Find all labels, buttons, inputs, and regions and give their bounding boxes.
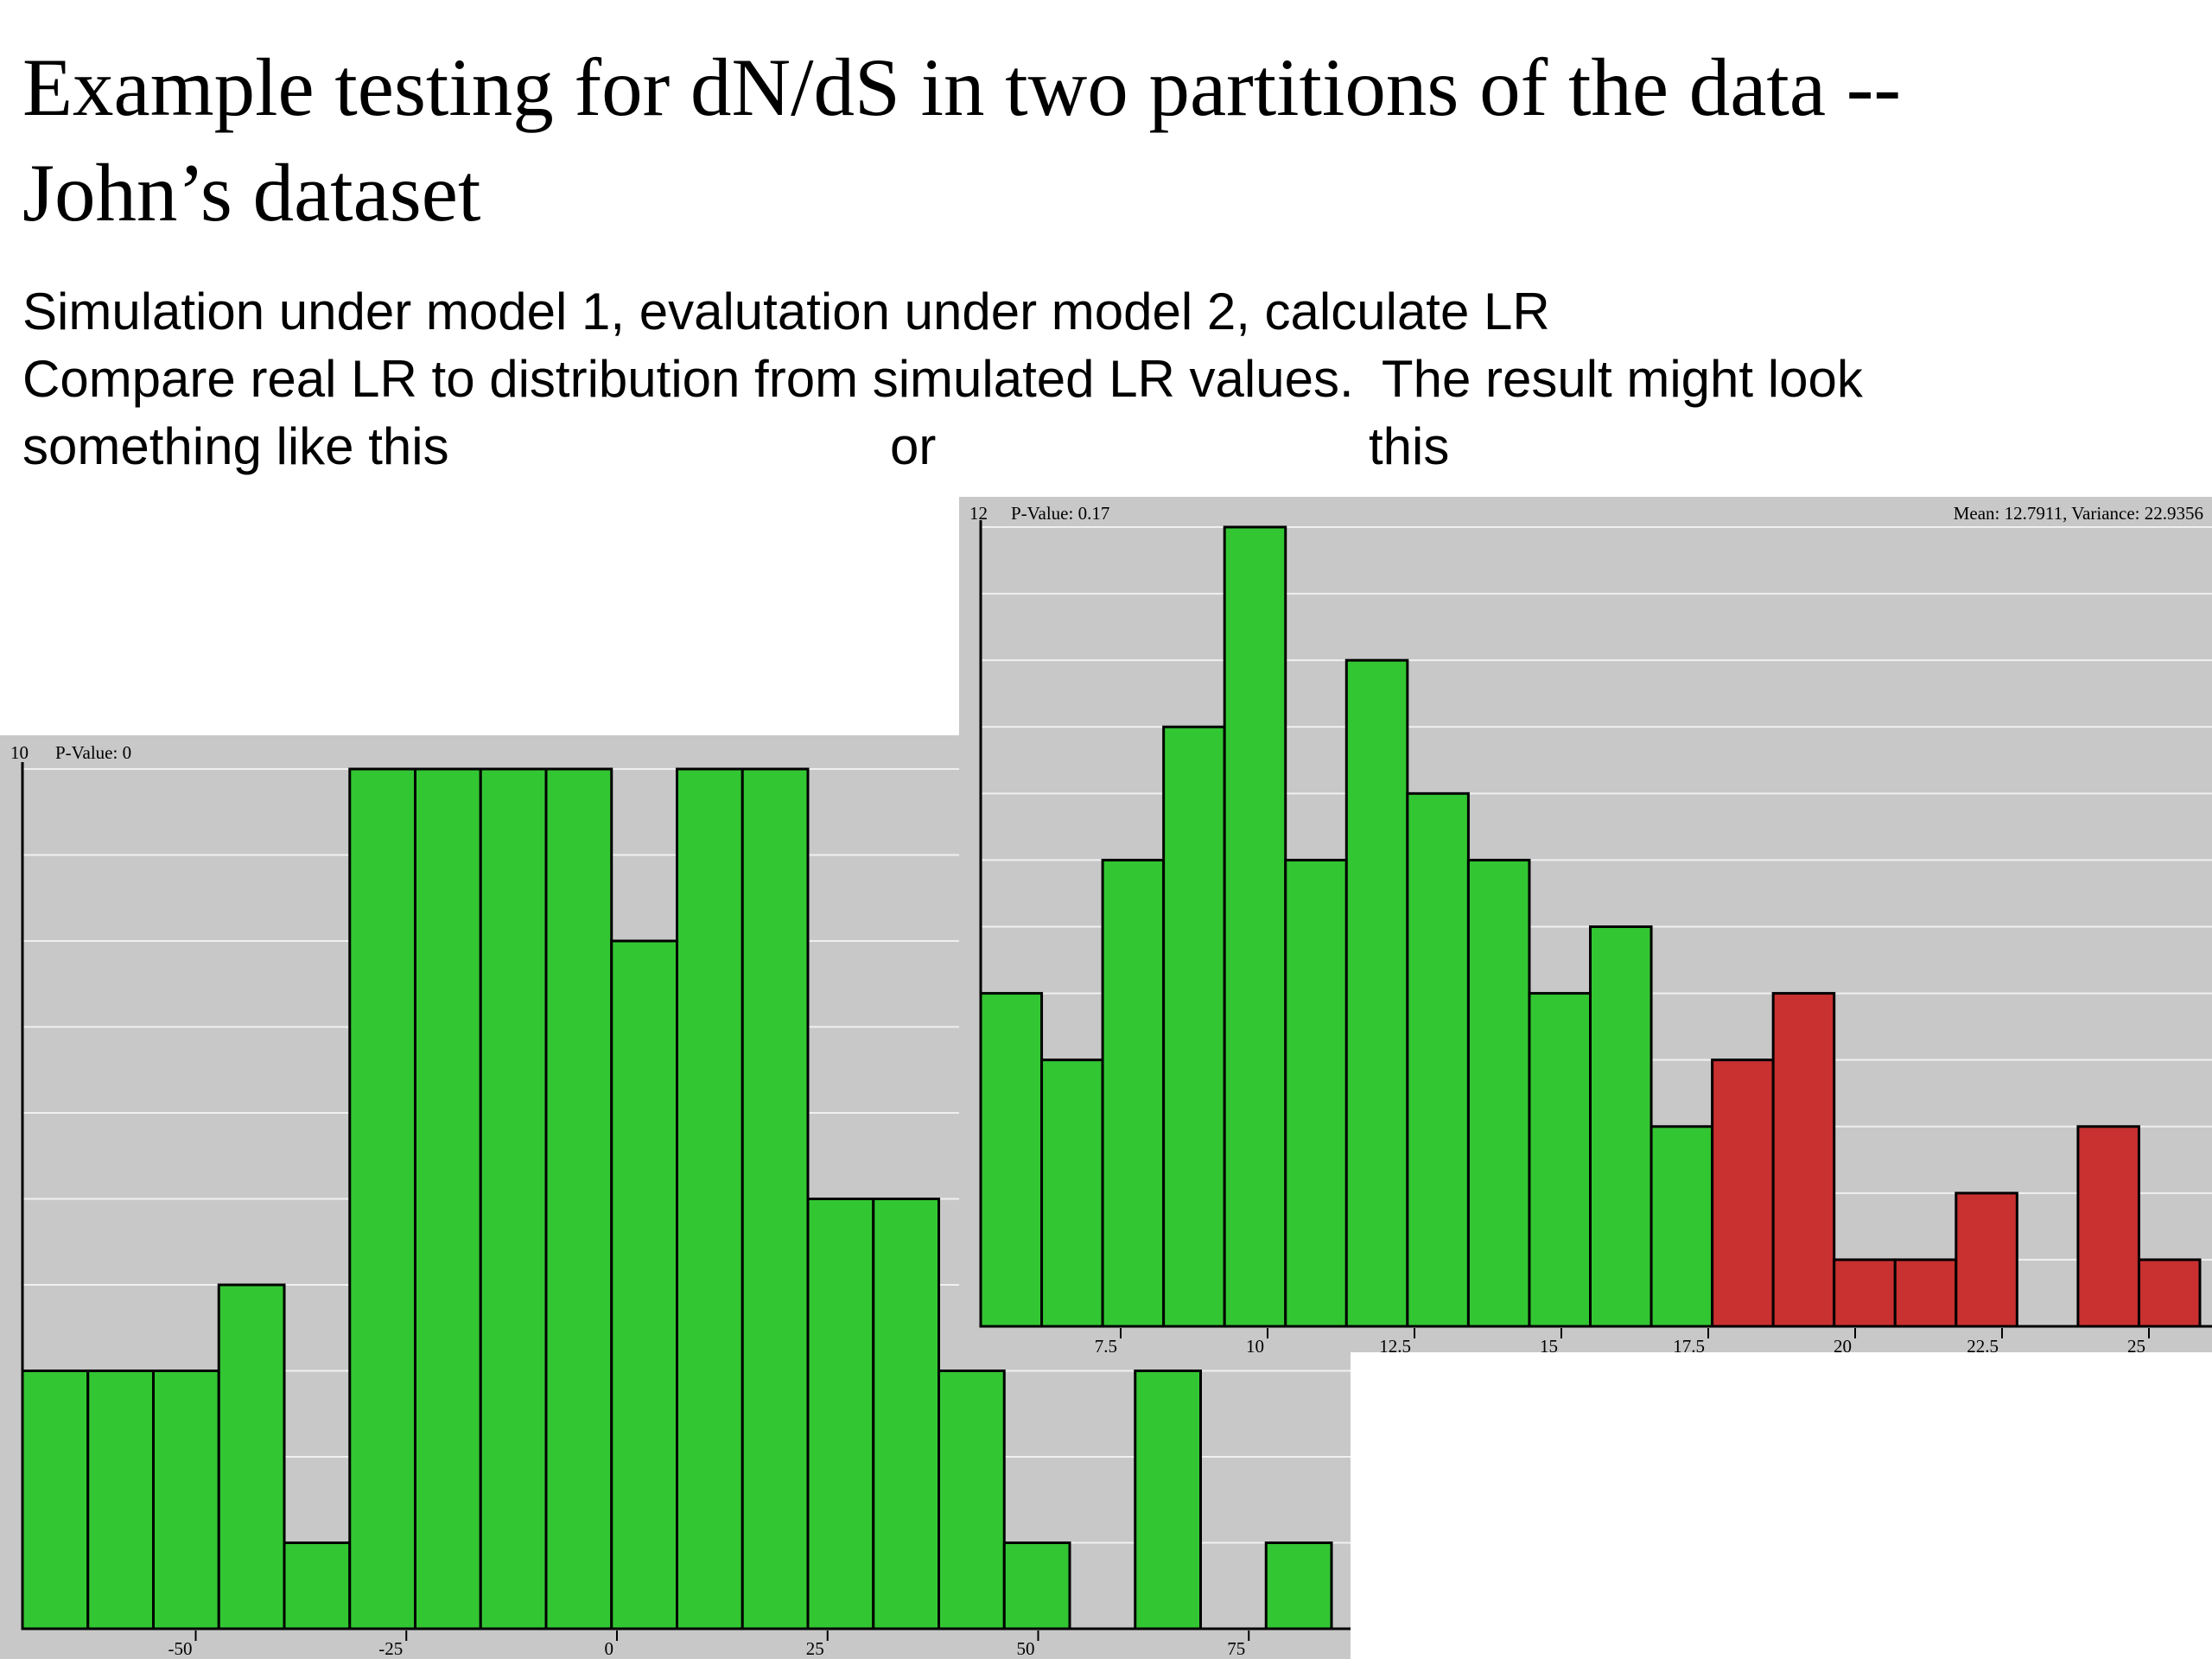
right-ymax-label: 12	[969, 503, 988, 524]
right-bar	[1955, 1192, 2018, 1328]
right-x-tick-label: 25	[2127, 1336, 2145, 1352]
left-bar	[217, 1283, 286, 1630]
body-text-line-1: Simulation under model 1, evalutation un…	[22, 283, 1550, 340]
left-bar	[806, 1198, 875, 1630]
left-bar	[610, 939, 678, 1630]
right-x-tick-label: 22.5	[1967, 1336, 1999, 1352]
right-bar	[979, 992, 1044, 1328]
histogram-right: 12 P-Value: 0.17 Mean: 12.7911, Variance: …	[959, 497, 2212, 1352]
left-x-tick-label: 25	[806, 1638, 824, 1659]
right-bar	[1528, 992, 1592, 1328]
left-bar	[283, 1541, 352, 1630]
right-x-tick-label: 17.5	[1673, 1336, 1705, 1352]
left-bar	[152, 1370, 220, 1630]
left-bar	[86, 1370, 155, 1630]
right-bar	[1406, 791, 1470, 1328]
histogram-right-svg: 12 P-Value: 0.17 Mean: 12.7911, Variance: …	[969, 503, 2212, 1352]
left-x-tick-label: 50	[1017, 1638, 1035, 1659]
right-bar	[1711, 1058, 1775, 1328]
right-pvalue-label: P-Value: 0.17	[1011, 503, 1109, 524]
left-x-tick-label: 0	[605, 1638, 614, 1659]
left-bar	[544, 767, 613, 1630]
left-bar	[872, 1198, 940, 1630]
body-text-line-2: Compare real LR to distribution from sim…	[22, 350, 1863, 408]
left-x-tick-label: -50	[168, 1638, 193, 1659]
right-x-tick-label: 12.5	[1379, 1336, 1411, 1352]
right-x-tick-label: 20	[1834, 1336, 1852, 1352]
left-bar	[1002, 1541, 1071, 1630]
right-x-tick-label: 15	[1540, 1336, 1558, 1352]
left-bar	[741, 767, 810, 1630]
left-bar	[414, 767, 482, 1630]
right-bar	[1589, 925, 1653, 1328]
left-bar	[676, 767, 744, 1630]
right-bar	[1466, 858, 1531, 1328]
slide-title-line-2: John’s dataset	[22, 147, 481, 238]
left-x-tick-label: 75	[1227, 1638, 1245, 1659]
right-bar	[1833, 1258, 1897, 1328]
left-pvalue-label: P-Value: 0	[55, 742, 131, 763]
right-bar	[1893, 1258, 1958, 1328]
right-bar	[1101, 858, 1166, 1328]
left-bar	[348, 767, 416, 1630]
right-bar	[1162, 725, 1226, 1328]
right-bar	[1771, 992, 1836, 1328]
left-bar	[938, 1370, 1006, 1630]
body-text-line-3a: something like this	[22, 417, 449, 475]
slide-title: Example testing for dN/dS in two partiti…	[22, 35, 2148, 245]
slide-title-line-1: Example testing for dN/dS in two partiti…	[22, 41, 1902, 133]
right-bar	[1284, 858, 1348, 1328]
right-bar	[1223, 525, 1287, 1328]
left-bar	[1264, 1541, 1333, 1630]
left-bar	[21, 1370, 90, 1630]
histogram-left-svg: 10 P-Value: 0 -50 -25 0 25 50 75	[10, 742, 1351, 1659]
body-text-line-3b: or	[890, 417, 937, 475]
left-bar	[1134, 1370, 1202, 1630]
right-bar	[2137, 1258, 2202, 1328]
left-ymax-label: 10	[10, 742, 29, 763]
right-x-tick-label: 7.5	[1095, 1336, 1117, 1352]
body-text-line-3c: this	[1369, 417, 1450, 475]
right-bar	[2076, 1125, 2140, 1328]
right-bar	[1040, 1058, 1104, 1328]
right-bar	[1649, 1125, 1714, 1328]
right-stats-label: Mean: 12.7911, Variance: 22.9356	[1954, 503, 2203, 524]
right-x-tick-label: 10	[1246, 1336, 1264, 1352]
right-bar	[1344, 658, 1409, 1328]
left-x-tick-label: -25	[378, 1638, 403, 1659]
left-bar	[479, 767, 548, 1630]
